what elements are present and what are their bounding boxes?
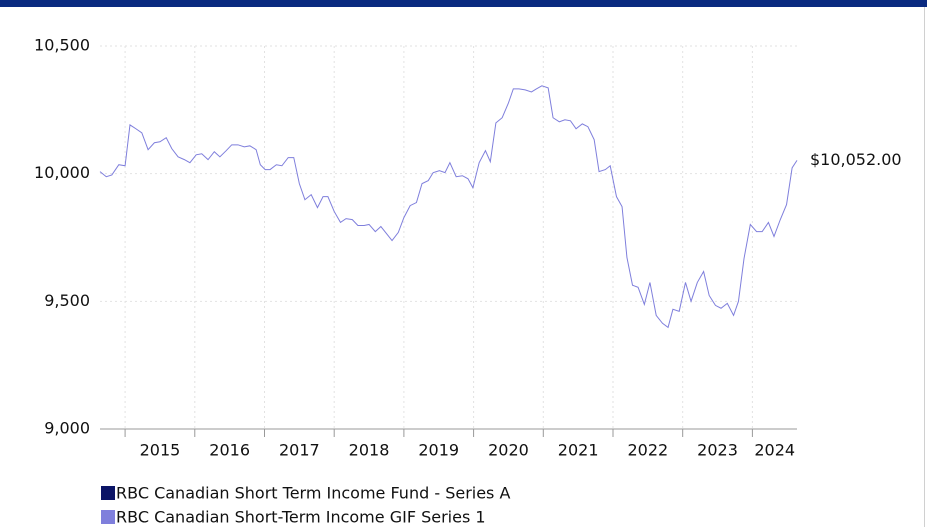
legend-swatch [101,510,115,524]
y-tick-label: 10,500 [34,36,90,55]
x-tick-label: 2018 [349,441,390,460]
legend-label: RBC Canadian Short-Term Income GIF Serie… [116,508,486,527]
y-tick-label: 10,000 [34,163,90,182]
y-tick-label: 9,000 [44,419,90,438]
end-label: $10,052.00 [810,150,902,169]
x-tick-label: 2017 [279,441,320,460]
x-tick-label: 2019 [418,441,459,460]
x-tick-label: 2024 [754,441,795,460]
y-tick-label: 9,500 [44,291,90,310]
x-tick-label: 2020 [488,441,529,460]
top-bar [0,0,927,7]
x-tick-label: 2016 [209,441,250,460]
legend-swatch [101,486,115,500]
x-tick-label: 2021 [558,441,599,460]
x-tick-label: 2015 [140,441,181,460]
legend-label: RBC Canadian Short Term Income Fund - Se… [116,484,510,503]
x-tick-label: 2022 [627,441,668,460]
line [99,85,798,329]
x-tick-label: 2023 [697,441,738,460]
